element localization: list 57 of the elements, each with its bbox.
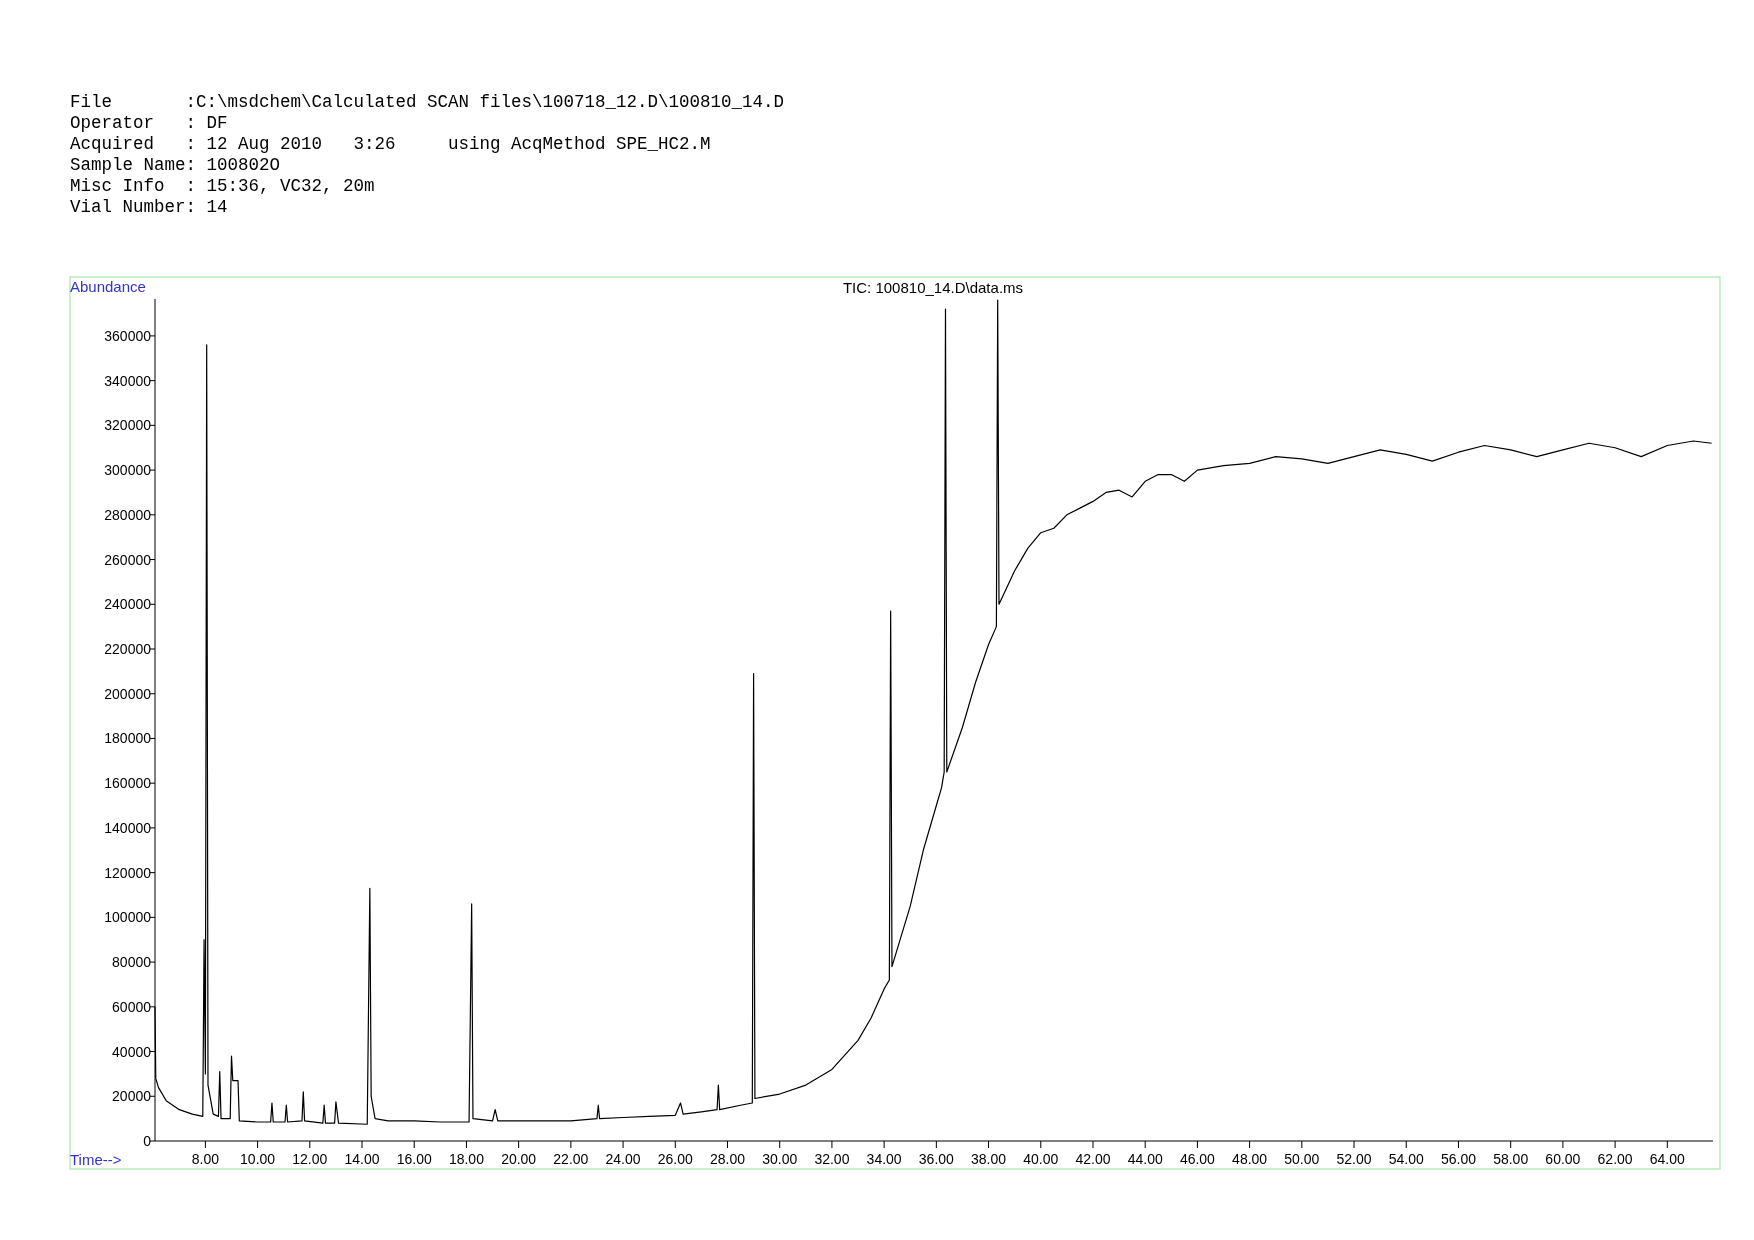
y-tick-label: 80000 <box>112 954 152 971</box>
y-tick-label: 280000 <box>104 506 152 523</box>
y-tick-label: 160000 <box>104 775 152 792</box>
text: Vial Number: 14 <box>70 197 228 217</box>
y-tick-label: 260000 <box>104 551 152 568</box>
x-tick-label: 40.00 <box>1023 1151 1059 1167</box>
y-tick-label: 60000 <box>112 998 152 1015</box>
x-tick-label: 24.00 <box>605 1151 641 1167</box>
x-tick-label: 8.00 <box>191 1151 220 1167</box>
y-tick-label: 100000 <box>104 909 152 926</box>
chart-title: TIC: 100810_14.D\data.ms <box>842 279 1024 296</box>
x-tick-label: 36.00 <box>918 1151 955 1167</box>
text: Misc Info : 15:36, VC32, 20m <box>70 176 375 196</box>
y-tick-label: 200000 <box>104 685 152 702</box>
y-tick-label: 340000 <box>104 372 152 389</box>
y-axis-title: Abundance <box>70 278 146 295</box>
y-tick-label: 40000 <box>112 1043 152 1060</box>
x-tick-label: 38.00 <box>971 1151 1007 1167</box>
y-tick-label: 320000 <box>104 417 152 434</box>
x-tick-label: 14.00 <box>344 1151 380 1167</box>
x-tick-label: 58.00 <box>1493 1151 1529 1167</box>
x-tick-label: 34.00 <box>866 1151 902 1167</box>
x-tick-label: 62.00 <box>1597 1151 1633 1167</box>
x-tick-label: 56.00 <box>1440 1151 1477 1167</box>
x-tick-label: 20.00 <box>501 1151 537 1167</box>
x-tick-label: 26.00 <box>657 1151 694 1167</box>
x-tick-label: 12.00 <box>292 1151 328 1167</box>
x-tick-label: 46.00 <box>1179 1151 1216 1167</box>
y-tick-label: 220000 <box>104 640 152 657</box>
x-tick-label: 48.00 <box>1232 1151 1268 1167</box>
text: Operator : DF <box>70 113 228 133</box>
x-tick-label: 10.00 <box>240 1151 276 1167</box>
text: Acquired : 12 Aug 2010 3:26 using AcqMethod SPE_HC2.M <box>70 134 711 154</box>
x-tick-label: 22.00 <box>553 1151 589 1167</box>
x-tick-label: 16.00 <box>396 1151 432 1167</box>
x-tick-label: 64.00 <box>1649 1151 1686 1167</box>
y-tick-label: 180000 <box>104 730 152 747</box>
text: Sample Name: 100802O <box>70 155 281 175</box>
y-tick-label: 20000 <box>112 1088 152 1105</box>
text: File :C:\msdchem\Calculated SCAN files\100718_12.D\100810_14.D <box>70 92 785 112</box>
y-tick-label: 300000 <box>104 462 152 479</box>
y-tick-label: 360000 <box>104 327 152 344</box>
x-axis-title: Time--> <box>70 1151 122 1168</box>
x-tick-label: 18.00 <box>448 1151 485 1167</box>
x-tick-label: 44.00 <box>1127 1151 1163 1167</box>
x-tick-label: 32.00 <box>814 1151 850 1167</box>
y-tick-label: 240000 <box>104 596 152 613</box>
x-tick-label: 54.00 <box>1388 1151 1424 1167</box>
y-tick-label: 0 <box>143 1133 152 1149</box>
y-tick-label: 140000 <box>104 819 152 836</box>
y-tick-label: 120000 <box>104 864 152 881</box>
x-tick-label: 50.00 <box>1284 1151 1320 1167</box>
x-tick-label: 28.00 <box>709 1151 746 1167</box>
x-tick-label: 52.00 <box>1336 1151 1372 1167</box>
x-tick-label: 60.00 <box>1545 1151 1581 1167</box>
x-tick-label: 42.00 <box>1075 1151 1111 1167</box>
x-tick-label: 30.00 <box>762 1151 798 1167</box>
